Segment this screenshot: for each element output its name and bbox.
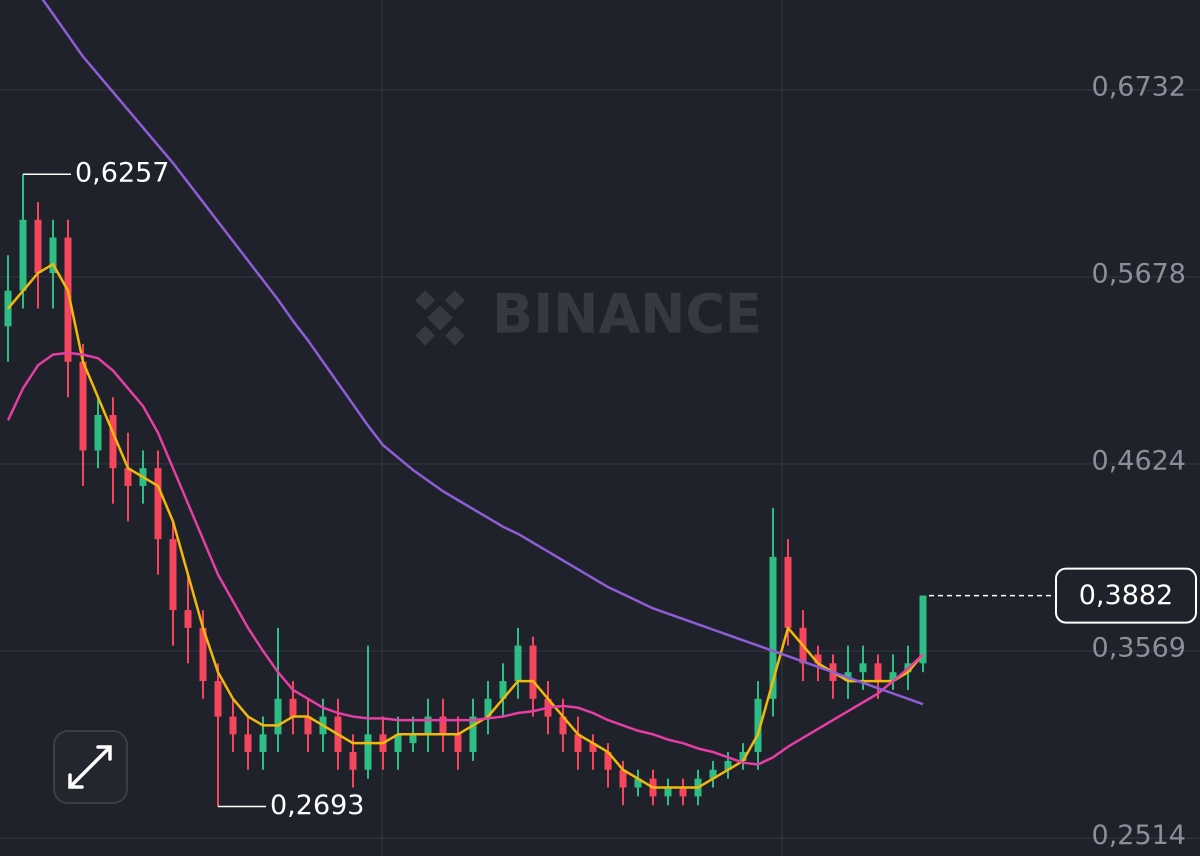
candle-body <box>439 716 447 735</box>
candle-body <box>289 698 297 717</box>
extreme-label: 0,2693 <box>270 790 364 821</box>
candle-body <box>859 663 867 673</box>
candle-body <box>409 734 417 744</box>
candle-body <box>274 698 282 735</box>
candle-body <box>874 663 882 682</box>
watermark: BINANCE <box>415 283 762 346</box>
candle-body <box>244 734 252 753</box>
y-tick-label: 0,2514 <box>1092 820 1186 851</box>
candle-body <box>124 468 132 486</box>
candle-body <box>889 672 897 682</box>
candle-body <box>64 237 72 362</box>
watermark-text: BINANCE <box>492 283 762 346</box>
candle-body <box>214 681 222 717</box>
candle-body <box>709 769 717 779</box>
candle-body <box>229 716 237 735</box>
candle-body <box>259 734 267 753</box>
candle-body <box>154 468 162 540</box>
y-tick-label: 0,3569 <box>1092 633 1186 664</box>
candle-body <box>499 681 507 699</box>
candle-body <box>514 645 522 682</box>
candle-body <box>94 414 102 451</box>
candle-body <box>34 219 42 274</box>
candle-body <box>679 787 687 797</box>
candle-body <box>814 654 822 664</box>
candle-body <box>19 219 27 291</box>
extreme-label: 0,6257 <box>75 158 169 189</box>
expand-button[interactable] <box>53 730 128 804</box>
candle-body <box>49 237 57 274</box>
candle-body <box>454 734 462 753</box>
candle-body <box>109 414 117 469</box>
candle-body <box>184 610 192 628</box>
last-price-box <box>1055 567 1197 624</box>
candle-body <box>484 698 492 717</box>
candle-body <box>604 752 612 770</box>
candle-body <box>724 760 732 770</box>
candle-body <box>424 716 432 735</box>
y-tick-label: 0,5678 <box>1092 258 1186 289</box>
candle-body <box>199 627 207 682</box>
candle-body <box>349 752 357 770</box>
y-tick-label: 0,4624 <box>1092 445 1186 476</box>
candle-body <box>169 539 177 611</box>
candle-body <box>619 769 627 788</box>
candle-body <box>634 778 642 788</box>
candle-body <box>664 787 672 797</box>
candle-body <box>919 595 927 664</box>
candle-body <box>754 698 762 753</box>
candle-body <box>79 361 87 451</box>
last-price-label: 0,3882 <box>1079 580 1173 611</box>
moving-average-line <box>6 351 924 766</box>
candle-body <box>364 734 372 770</box>
candle-body <box>394 734 402 753</box>
moving-average-line <box>7 262 924 789</box>
candle-body <box>559 716 567 735</box>
moving-average-line <box>41 0 924 706</box>
candle-body <box>739 752 747 761</box>
candle-body <box>529 645 537 699</box>
y-tick-label: 0,6732 <box>1092 71 1186 102</box>
candle-body <box>769 556 777 699</box>
candle-body <box>589 743 597 753</box>
candle-body <box>304 716 312 735</box>
candle-body <box>784 556 792 628</box>
candle-body <box>574 734 582 753</box>
candle-body <box>469 716 477 753</box>
